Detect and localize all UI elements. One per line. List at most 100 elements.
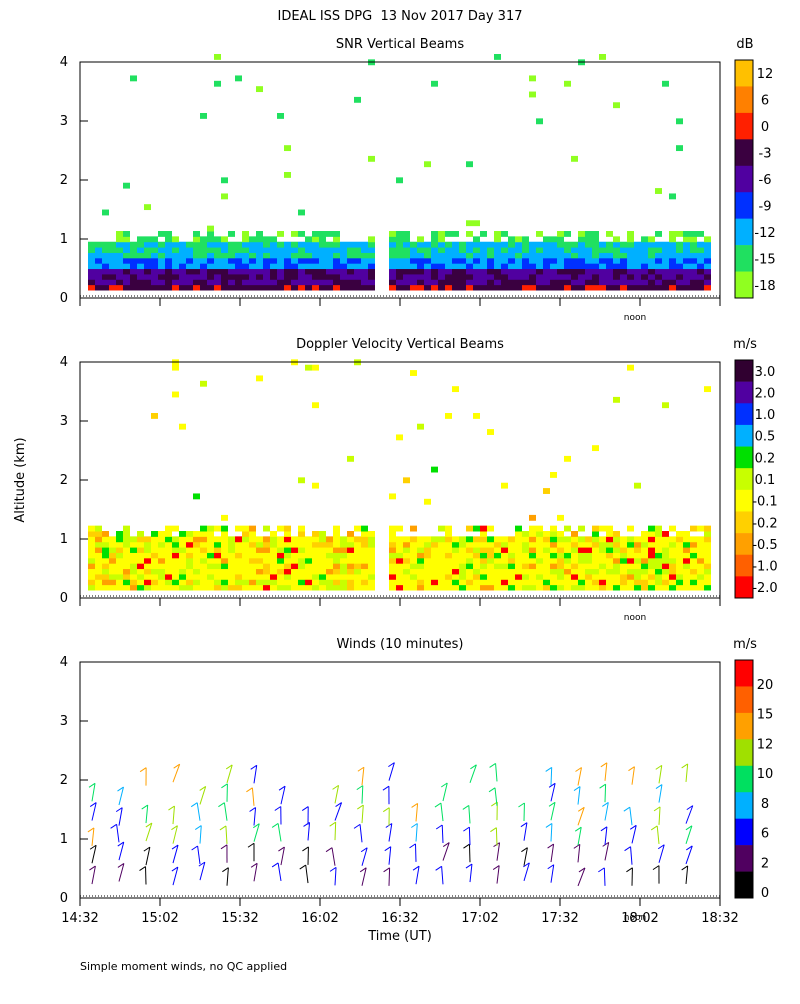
heat-cell bbox=[592, 579, 599, 585]
heat-cell bbox=[312, 402, 319, 408]
heat-cell bbox=[515, 569, 522, 575]
wind-barb bbox=[463, 844, 469, 848]
heat-cell bbox=[305, 547, 312, 553]
heat-cell bbox=[256, 242, 263, 248]
heat-cell bbox=[333, 579, 340, 585]
heat-cell bbox=[648, 547, 655, 553]
heat-cell bbox=[95, 252, 102, 258]
heat-cell bbox=[536, 585, 543, 591]
heat-cell bbox=[291, 574, 298, 580]
heat-cell bbox=[606, 231, 613, 237]
heat-cell bbox=[578, 242, 585, 248]
heat-cell bbox=[662, 252, 669, 258]
heat-cell bbox=[620, 574, 627, 580]
heat-cell bbox=[144, 563, 151, 569]
heat-cell bbox=[655, 258, 662, 264]
heat-cell bbox=[676, 263, 683, 269]
heat-cell bbox=[298, 531, 305, 537]
heat-cell bbox=[235, 547, 242, 553]
heat-cell bbox=[228, 574, 235, 580]
heat-cell bbox=[438, 579, 445, 585]
wind-barb bbox=[470, 864, 472, 882]
heat-cell bbox=[599, 274, 606, 280]
heat-cell bbox=[662, 285, 669, 291]
wind-barb bbox=[518, 803, 524, 807]
heat-cell bbox=[438, 558, 445, 564]
heat-cell bbox=[207, 236, 214, 242]
heat-cell bbox=[291, 279, 298, 285]
heat-cell bbox=[592, 231, 599, 237]
heat-cell bbox=[676, 563, 683, 569]
heat-cell bbox=[655, 552, 662, 558]
heat-cell bbox=[186, 242, 193, 248]
heat-cell bbox=[172, 252, 179, 258]
heat-cell bbox=[676, 579, 683, 585]
heat-cell bbox=[690, 574, 697, 580]
heat-cell bbox=[543, 563, 550, 569]
heat-cell bbox=[403, 236, 410, 242]
heat-cell bbox=[410, 279, 417, 285]
heat-cell bbox=[515, 252, 522, 258]
heat-cell bbox=[522, 563, 529, 569]
heat-cell bbox=[466, 161, 473, 167]
heat-cell bbox=[529, 269, 536, 275]
wind-barb bbox=[173, 806, 174, 824]
heat-cell bbox=[683, 269, 690, 275]
heat-cell bbox=[354, 285, 361, 291]
heat-cell bbox=[109, 536, 116, 542]
heat-cell bbox=[536, 574, 543, 580]
heat-cell bbox=[207, 536, 214, 542]
heat-cell bbox=[655, 579, 662, 585]
heat-cell bbox=[627, 365, 634, 371]
heat-cell bbox=[158, 585, 165, 591]
heat-cell bbox=[109, 285, 116, 291]
heat-cell bbox=[669, 579, 676, 585]
heat-cell bbox=[487, 252, 494, 258]
heat-cell bbox=[326, 569, 333, 575]
heat-cell bbox=[515, 579, 522, 585]
heat-cell bbox=[578, 542, 585, 548]
heat-cell bbox=[137, 258, 144, 264]
heat-cell bbox=[641, 247, 648, 253]
heat-cell bbox=[123, 536, 130, 542]
wind-barb bbox=[546, 823, 552, 827]
heat-cell bbox=[361, 558, 368, 564]
heat-cell bbox=[221, 269, 228, 275]
wind-barb bbox=[385, 847, 391, 851]
heat-cell bbox=[424, 547, 431, 553]
heat-cell bbox=[228, 558, 235, 564]
heat-cell bbox=[508, 242, 515, 248]
heat-cell bbox=[263, 585, 270, 591]
heat-cell bbox=[466, 526, 473, 532]
heat-cell bbox=[270, 258, 277, 264]
heat-cell bbox=[459, 563, 466, 569]
heat-cell bbox=[578, 252, 585, 258]
heat-cell bbox=[613, 397, 620, 403]
heat-cell bbox=[592, 569, 599, 575]
heat-cell bbox=[564, 585, 571, 591]
heat-cell bbox=[473, 252, 480, 258]
wind-barb bbox=[254, 863, 257, 881]
heat-cell bbox=[613, 552, 620, 558]
heat-cell bbox=[669, 574, 676, 580]
heat-cell bbox=[221, 531, 228, 537]
heat-cell bbox=[606, 563, 613, 569]
heat-cell bbox=[144, 536, 151, 542]
heat-cell bbox=[641, 574, 648, 580]
heat-cell bbox=[137, 247, 144, 253]
heat-cell bbox=[683, 263, 690, 269]
heat-cell bbox=[669, 563, 676, 569]
colorbar-swatch bbox=[735, 490, 753, 512]
heat-cell bbox=[312, 263, 319, 269]
heat-cell bbox=[613, 274, 620, 280]
colorbar-swatch bbox=[735, 792, 753, 819]
heat-cell bbox=[438, 231, 445, 237]
heat-cell bbox=[340, 542, 347, 548]
unit-label: m/s bbox=[733, 337, 757, 352]
heat-cell bbox=[669, 274, 676, 280]
heat-cell bbox=[235, 558, 242, 564]
heat-cell bbox=[501, 285, 508, 291]
heat-cell bbox=[200, 381, 207, 387]
heat-cell bbox=[522, 285, 529, 291]
heat-cell bbox=[606, 547, 613, 553]
